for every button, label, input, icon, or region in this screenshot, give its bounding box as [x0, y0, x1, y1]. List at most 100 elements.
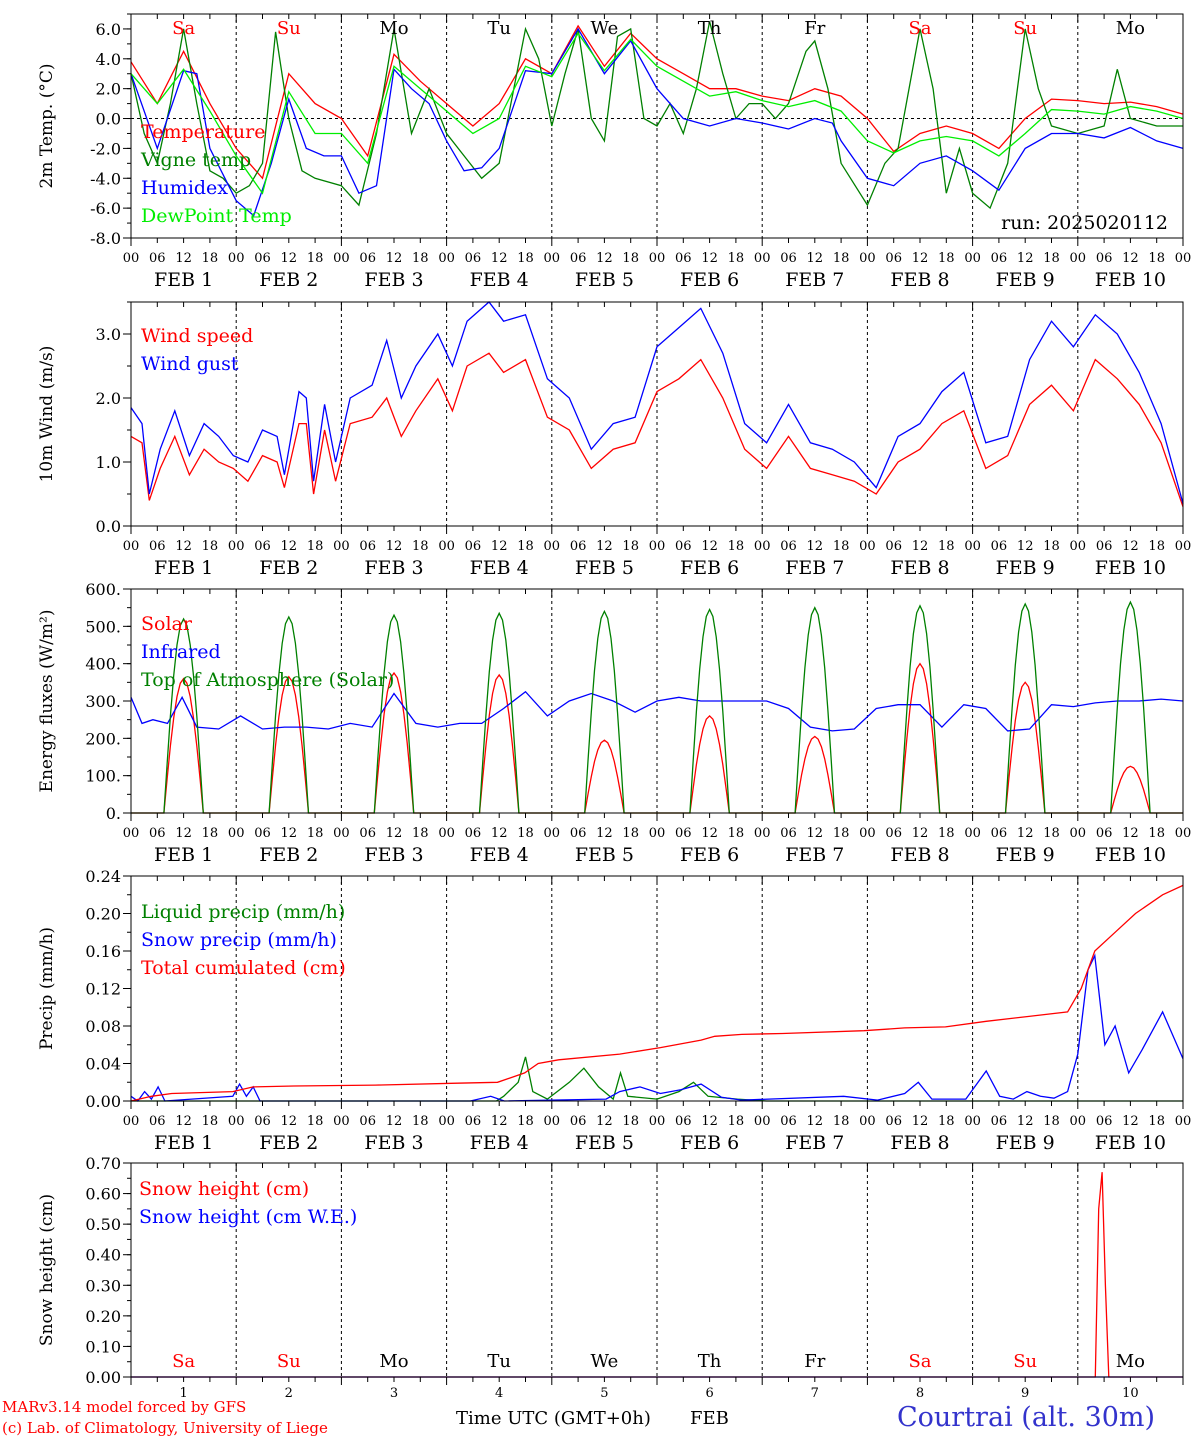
hour-tick-label: 00	[649, 1114, 666, 1129]
hour-tick-label: 18	[202, 1114, 219, 1129]
hour-tick-label: 06	[1096, 826, 1113, 841]
hour-tick-label: 18	[622, 826, 639, 841]
weekday-label: We	[591, 1351, 619, 1372]
y-tick-label: 1.0	[96, 453, 121, 472]
weekday-label: Sa	[908, 1351, 931, 1372]
hour-tick-label: 18	[728, 826, 745, 841]
legend-entry: Snow height (cm)	[139, 1178, 309, 1200]
date-label: FEB 6	[680, 844, 739, 866]
hour-tick-label: 06	[570, 1114, 587, 1129]
y-tick-label: 0.20	[85, 905, 121, 924]
y-tick-label: 3.0	[96, 325, 121, 344]
hour-tick-label: 06	[885, 539, 902, 554]
date-label: FEB 4	[470, 269, 529, 291]
hour-tick-label: 00	[859, 251, 876, 266]
hour-tick-label: 12	[596, 251, 613, 266]
hour-tick-label: 00	[1175, 826, 1192, 841]
hour-tick-label: 00	[964, 826, 981, 841]
date-label: FEB 6	[680, 557, 739, 579]
hour-tick-label: 18	[728, 1114, 745, 1129]
date-label: FEB 2	[259, 844, 318, 866]
hour-tick-label: 18	[622, 1114, 639, 1129]
date-label: FEB 4	[470, 1132, 529, 1154]
hour-tick-label: 18	[1148, 539, 1165, 554]
hour-tick-label: 06	[780, 251, 797, 266]
hour-tick-label: 06	[885, 1114, 902, 1129]
hour-tick-label: 06	[465, 251, 482, 266]
y-tick-label: 0.16	[85, 942, 121, 961]
weekday-label: Mo	[379, 1351, 408, 1372]
hour-tick-label: 06	[359, 826, 376, 841]
hour-tick-label: 00	[544, 539, 561, 554]
hour-tick-label: 18	[307, 1114, 324, 1129]
hour-tick-label: 06	[885, 251, 902, 266]
date-label: FEB 2	[259, 557, 318, 579]
legend-entry: Top of Atmosphere (Solar)	[141, 669, 394, 691]
y-tick-label: 6.0	[96, 20, 121, 39]
hour-tick-label: 00	[1070, 251, 1087, 266]
hour-tick-label: 00	[754, 251, 771, 266]
y-tick-label: 2.0	[96, 389, 121, 408]
hour-tick-label: 06	[359, 251, 376, 266]
hour-tick-label: 12	[491, 1114, 508, 1129]
hour-tick-label: 12	[386, 251, 403, 266]
weekday-label: Fr	[804, 1351, 825, 1372]
y-tick-label: 0.50	[85, 1215, 121, 1234]
date-label: FEB 9	[996, 1132, 1055, 1154]
legend-entry: Solar	[141, 613, 193, 635]
hour-tick-label: 06	[1096, 1114, 1113, 1129]
hour-tick-label: 12	[491, 539, 508, 554]
weekday-label: Sa	[172, 18, 195, 39]
date-label: FEB 10	[1095, 1132, 1166, 1154]
hour-tick-label: 00	[438, 826, 455, 841]
hour-tick-label: 00	[544, 1114, 561, 1129]
hour-tick-label: 12	[175, 539, 192, 554]
weekday-label: Th	[698, 1351, 722, 1372]
y-tick-label: 0.0	[96, 517, 121, 536]
weekday-label: Su	[277, 1351, 301, 1372]
y-tick-label: 0.30	[85, 1276, 121, 1295]
y-tick-label: 100.	[85, 767, 121, 786]
series-line	[130, 24, 1184, 180]
y-tick-label: 0.08	[85, 1017, 121, 1036]
legend-entry: Humidex	[141, 177, 228, 199]
hour-tick-label: 06	[991, 1114, 1008, 1129]
hour-tick-label: 06	[149, 539, 166, 554]
date-label: FEB 3	[364, 557, 423, 579]
hour-tick-label: 18	[622, 251, 639, 266]
hour-tick-label: 18	[202, 539, 219, 554]
date-label: FEB 2	[259, 269, 318, 291]
series-line	[130, 884, 1184, 1102]
date-label: FEB 6	[680, 269, 739, 291]
date-label: FEB 9	[996, 557, 1055, 579]
y-tick-label: 0.	[106, 804, 121, 823]
hour-tick-label: 00	[1070, 1114, 1087, 1129]
hour-tick-label: 00	[438, 1114, 455, 1129]
hour-tick-label: 00	[649, 826, 666, 841]
series-line	[131, 1056, 1183, 1102]
hour-tick-label: 18	[517, 539, 534, 554]
y-tick-label: -6.0	[90, 199, 121, 218]
y-tick-label: 200.	[85, 729, 121, 748]
hour-tick-label: 12	[491, 826, 508, 841]
panel-5: 0.70 0.60 0.50 0.40 0.30 0.20 0.10 0.00 Snow hei…	[37, 1154, 1184, 1401]
hour-tick-label: 18	[412, 826, 429, 841]
hour-tick-label: 18	[833, 539, 850, 554]
hour-tick-label: 00	[333, 826, 350, 841]
day-number-label: 4	[495, 1386, 503, 1401]
hour-tick-label: 12	[386, 826, 403, 841]
hour-tick-label: 12	[807, 251, 824, 266]
hour-tick-label: 00	[333, 1114, 350, 1129]
y-tick-label: 600.	[85, 580, 121, 599]
y-axis-label: Snow height (cm)	[37, 1194, 57, 1346]
day-number-label: 2	[285, 1386, 293, 1401]
hour-tick-label: 06	[465, 826, 482, 841]
lab-credit: (c) Lab. of Climatology, University of L…	[2, 1419, 328, 1437]
hour-tick-label: 12	[175, 826, 192, 841]
series-line	[131, 1172, 1183, 1378]
hour-tick-label: 18	[1148, 251, 1165, 266]
y-tick-label: 0.60	[85, 1185, 121, 1204]
model-credit: MARv3.14 model forced by GFS	[2, 1398, 246, 1416]
y-axis-label: Energy fluxes (W/m²)	[37, 610, 57, 793]
hour-tick-label: 12	[701, 539, 718, 554]
